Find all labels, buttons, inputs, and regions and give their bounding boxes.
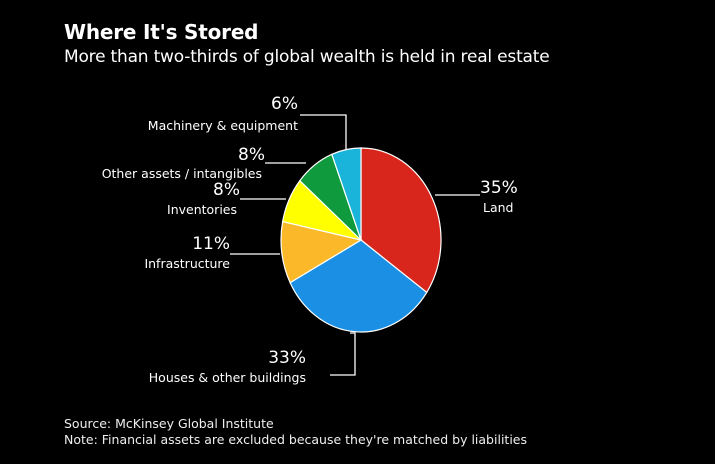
slice-percent-houses-other-buildings: 33% bbox=[268, 348, 306, 368]
slice-name-inventories: Inventories bbox=[167, 202, 237, 217]
slice-labels: 35% Land 33% Houses & other buildings 11% Inf… bbox=[102, 94, 518, 385]
slice-name-houses-other-buildings: Houses & other buildings bbox=[149, 370, 306, 385]
slice-percent-infrastructure: 11% bbox=[192, 234, 230, 254]
footnote: Note: Financial assets are excluded beca… bbox=[64, 432, 527, 447]
chart-title: Where It's Stored bbox=[64, 20, 259, 44]
slice-percent-inventories: 8% bbox=[213, 180, 240, 200]
pie-slice-houses-other-buildings bbox=[289, 239, 428, 333]
slice-percent-machinery-equipment: 6% bbox=[271, 94, 298, 114]
leader-line-houses-other-buildings bbox=[330, 332, 356, 376]
pie-slice-land bbox=[360, 147, 442, 294]
slice-name-infrastructure: Infrastructure bbox=[144, 256, 230, 271]
slice-percent-other-assets-intangibles: 8% bbox=[238, 145, 265, 165]
pie-slices bbox=[280, 147, 442, 333]
chart-footer: Source: McKinsey Global Institute Note: … bbox=[64, 416, 527, 448]
slice-name-land: Land bbox=[483, 200, 513, 215]
chart-subtitle: More than two-thirds of global wealth is… bbox=[64, 47, 550, 67]
source-note: Source: McKinsey Global Institute bbox=[64, 416, 274, 431]
leader-line-machinery-equipment bbox=[300, 114, 347, 150]
slice-name-other-assets-intangibles: Other assets / intangibles bbox=[102, 166, 262, 181]
slice-name-machinery-equipment: Machinery & equipment bbox=[148, 118, 298, 133]
slice-percent-land: 35% bbox=[480, 178, 518, 198]
leader-lines bbox=[230, 114, 480, 376]
